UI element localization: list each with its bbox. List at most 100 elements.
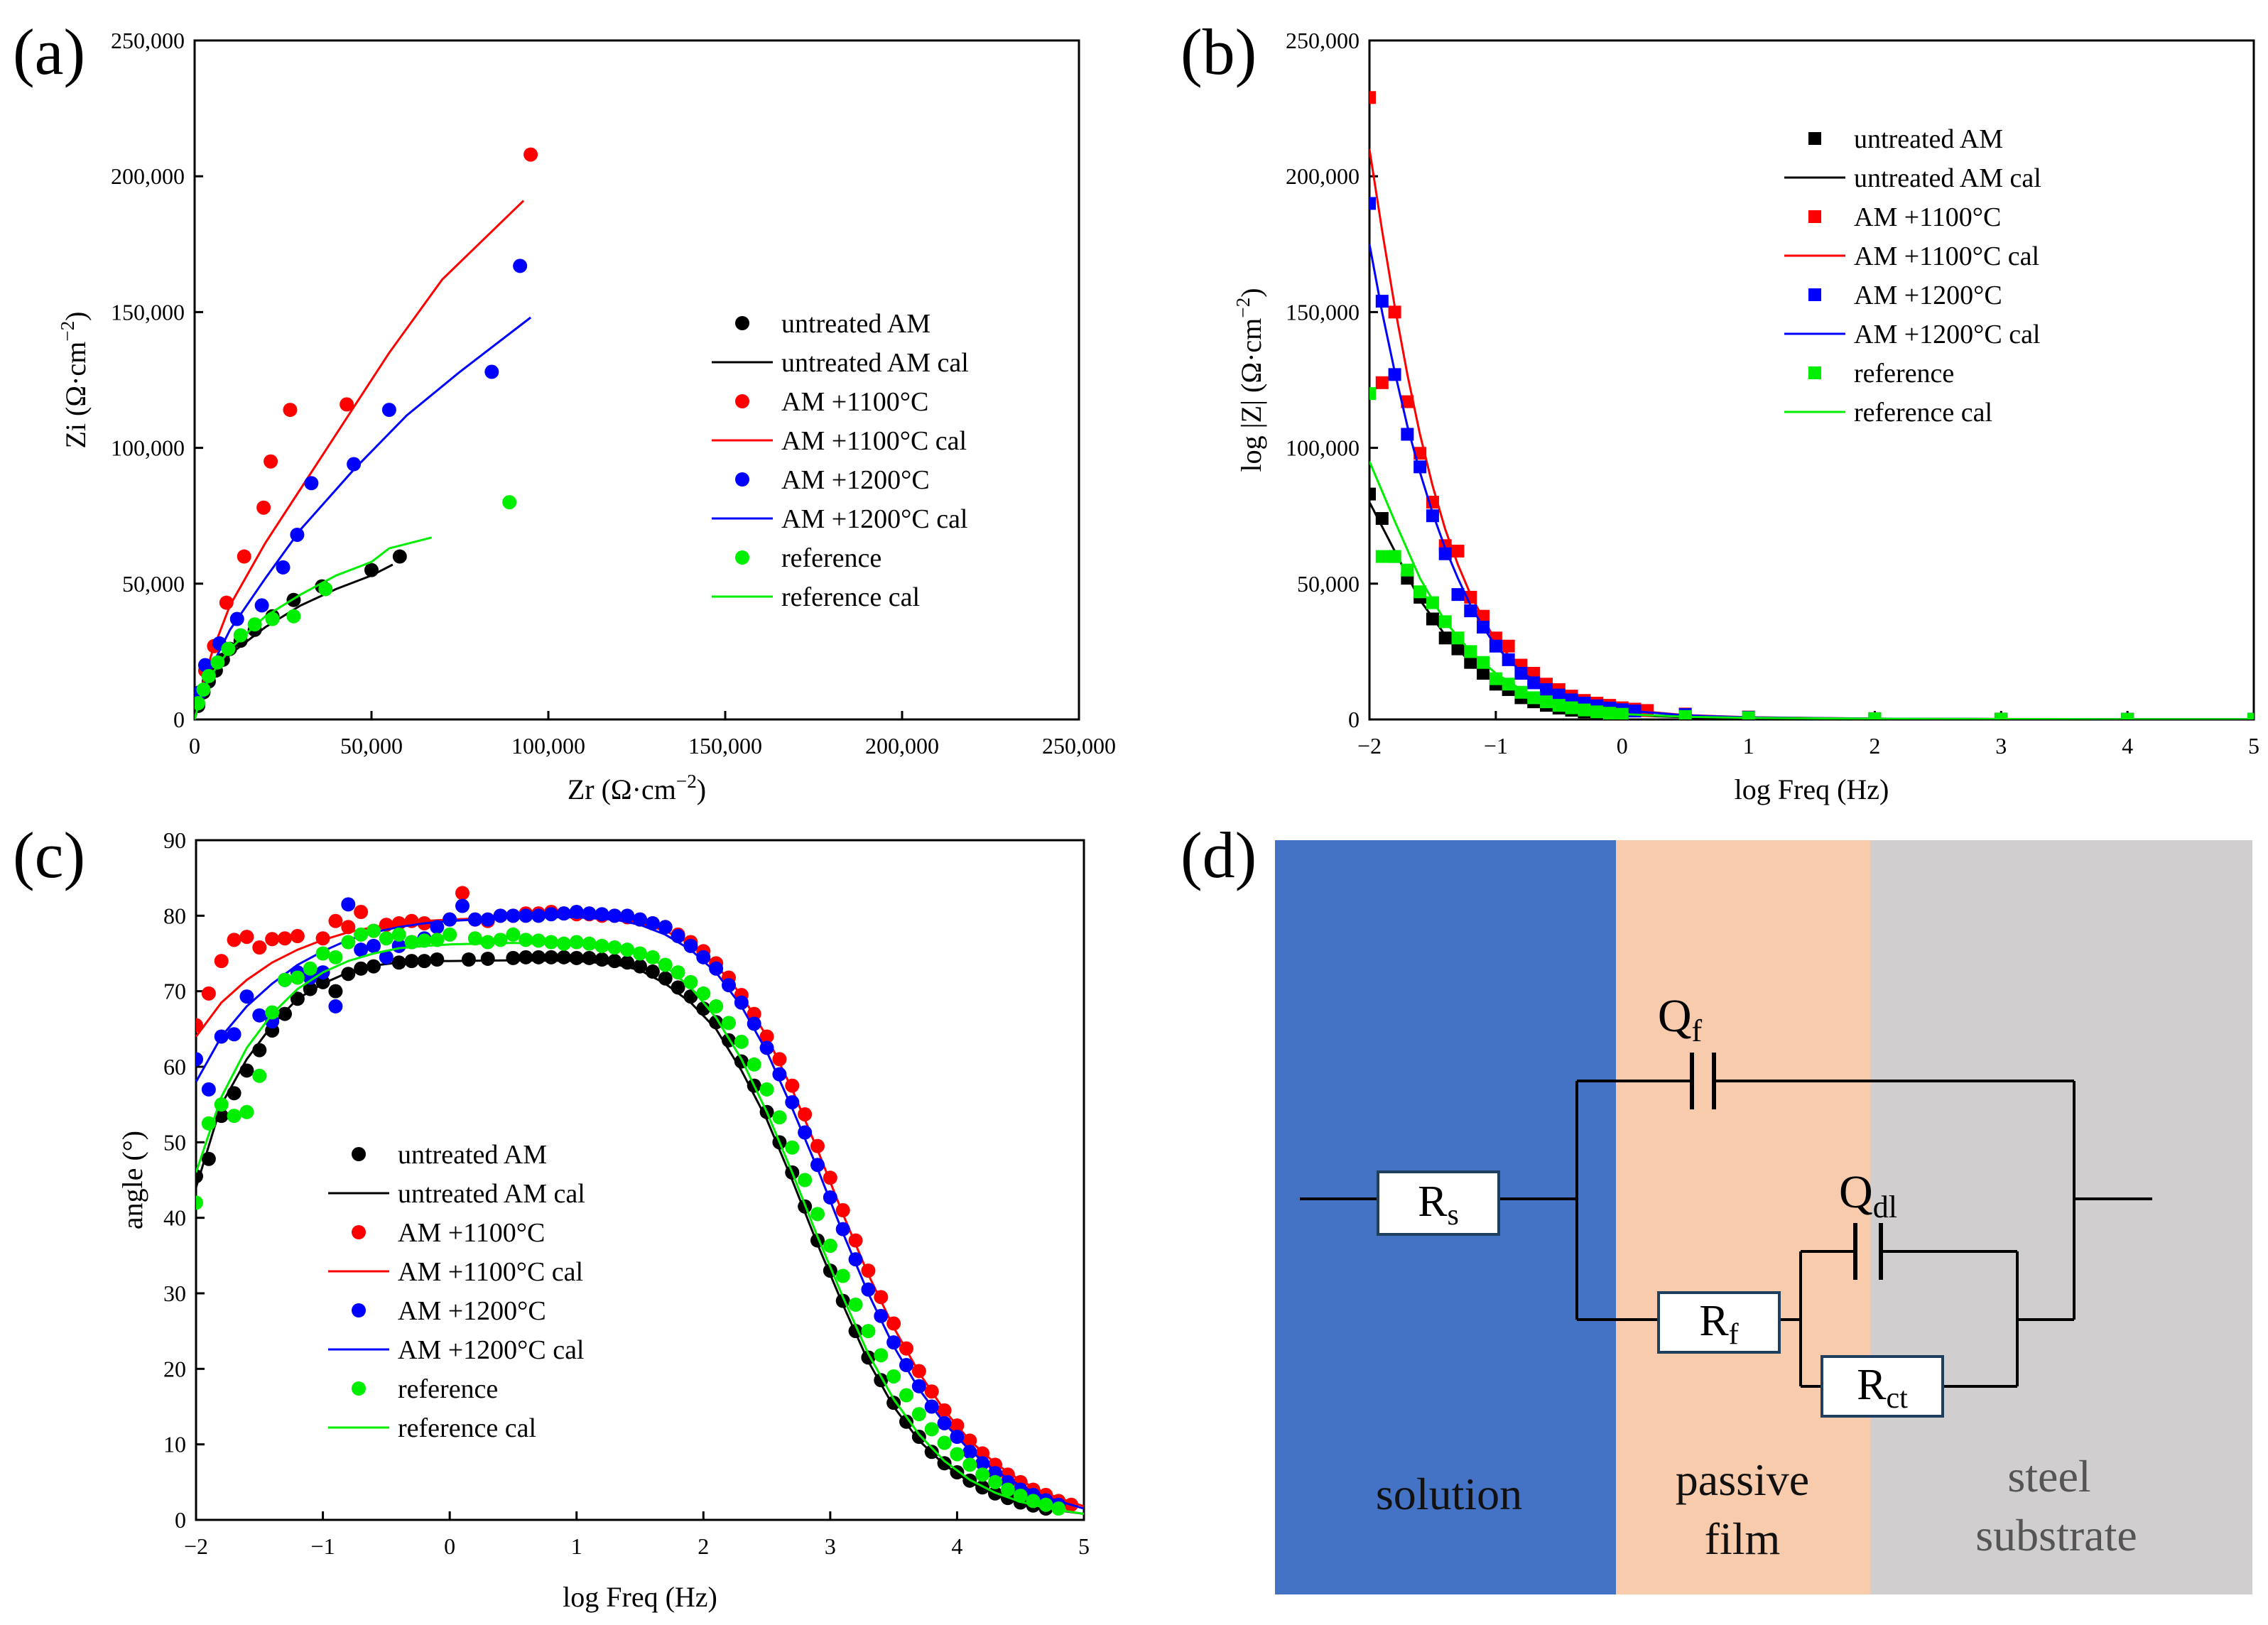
data-point [304, 476, 319, 491]
y-tick-label: 60 [163, 1054, 186, 1080]
x-tick-label: 2 [1869, 733, 1880, 759]
capacitor-qf [1690, 1053, 1716, 1109]
legend-label: AM +1200°C cal [1854, 320, 2041, 349]
data-point [582, 936, 597, 951]
data-point [480, 951, 495, 966]
legend-label: untreated AM cal [781, 348, 969, 378]
data-point [278, 931, 292, 946]
data-point [290, 929, 305, 944]
data-point [221, 641, 236, 656]
data-point [461, 952, 476, 967]
data-point [734, 1034, 749, 1049]
data-point [1502, 653, 1515, 666]
data-point [1502, 639, 1515, 653]
data-point [1414, 447, 1427, 460]
data-point [924, 1384, 939, 1399]
data-point [709, 1015, 724, 1030]
data-point [823, 1239, 837, 1254]
y-tick-label: 250,000 [111, 28, 185, 53]
data-point [759, 1040, 774, 1055]
data-point [1375, 376, 1389, 389]
capacitor-qdl [1853, 1223, 1883, 1280]
x-tick-label: 1 [571, 1533, 582, 1559]
data-point [443, 912, 457, 927]
data-point [195, 696, 205, 711]
data-point [1489, 639, 1502, 653]
legend-marker [1808, 210, 1821, 223]
x-tick-label: 0 [444, 1533, 455, 1559]
data-point [227, 933, 242, 947]
data-point [645, 964, 660, 979]
data-point [975, 1456, 990, 1471]
data-point [683, 989, 698, 1004]
data-point [328, 913, 343, 928]
data-point [196, 1195, 203, 1210]
x-tick-label: 100,000 [511, 733, 585, 759]
data-point [381, 403, 396, 418]
data-point [214, 954, 229, 969]
data-point [1451, 544, 1465, 558]
data-point [239, 989, 254, 1004]
y-tick-label: 90 [163, 827, 186, 853]
data-point [367, 959, 381, 974]
data-point [620, 942, 635, 957]
data-point [196, 682, 211, 697]
resistor-rct [1821, 1355, 1944, 1418]
data-point [303, 961, 318, 976]
y-tick-label: 100,000 [111, 435, 185, 461]
x-tick-label: −2 [1357, 733, 1382, 759]
data-point [823, 1190, 837, 1205]
data-point [582, 906, 597, 921]
data-point [759, 1082, 774, 1097]
data-point [671, 980, 685, 995]
data-point [1527, 691, 1541, 705]
resistor-rs [1377, 1170, 1500, 1236]
data-point [988, 1474, 1002, 1489]
data-point [1477, 656, 1490, 669]
data-point [835, 1203, 850, 1218]
legend: untreated AM untreated AM cal AM +1100°C AM… [328, 1140, 585, 1443]
legend-marker [1808, 288, 1821, 301]
label-rct: Rct [1857, 1361, 1908, 1415]
data-point [696, 950, 711, 964]
region-steel-substrate [1870, 840, 2252, 1594]
data-point [237, 549, 251, 564]
legend-label: AM +1200°C cal [398, 1335, 585, 1365]
data-point [315, 946, 330, 961]
x-tick-label: 1 [1743, 733, 1754, 759]
data-point [1414, 585, 1427, 599]
data-point [607, 954, 622, 969]
data-point [341, 967, 356, 982]
data-point [467, 931, 482, 946]
data-point [658, 957, 673, 972]
data-point [1578, 703, 1591, 717]
data-point [233, 628, 248, 643]
data-point [924, 1445, 939, 1460]
data-point [1641, 704, 1654, 717]
data-point [1000, 1482, 1015, 1497]
y-tick-label: 200,000 [111, 163, 185, 189]
y-tick-label: 0 [175, 1507, 186, 1533]
data-point [924, 1399, 939, 1414]
y-tick-label: 80 [163, 903, 186, 928]
legend-marker [735, 550, 749, 565]
data-point [937, 1435, 952, 1450]
x-tick-label: −1 [1484, 733, 1508, 759]
data-point [252, 1043, 267, 1058]
data-point [747, 1057, 761, 1072]
chart-a-nyquist: 0 50,000 100,000 150,000 200,000 250,000 0 50,0… [57, 28, 1116, 805]
data-point [214, 1109, 229, 1124]
data-point [645, 950, 660, 964]
x-tick-label: 4 [2122, 733, 2133, 759]
data-point [502, 495, 517, 510]
data-point [227, 1027, 242, 1042]
data-point [1401, 395, 1414, 408]
resistor-rf [1657, 1291, 1781, 1354]
data-point [620, 908, 635, 923]
data-point [1051, 1501, 1066, 1516]
data-point [2247, 712, 2254, 719]
legend-label: reference cal [781, 582, 920, 612]
data-point [219, 595, 234, 610]
y-tick-label: 200,000 [1286, 163, 1360, 189]
legend-label: reference cal [398, 1413, 536, 1443]
